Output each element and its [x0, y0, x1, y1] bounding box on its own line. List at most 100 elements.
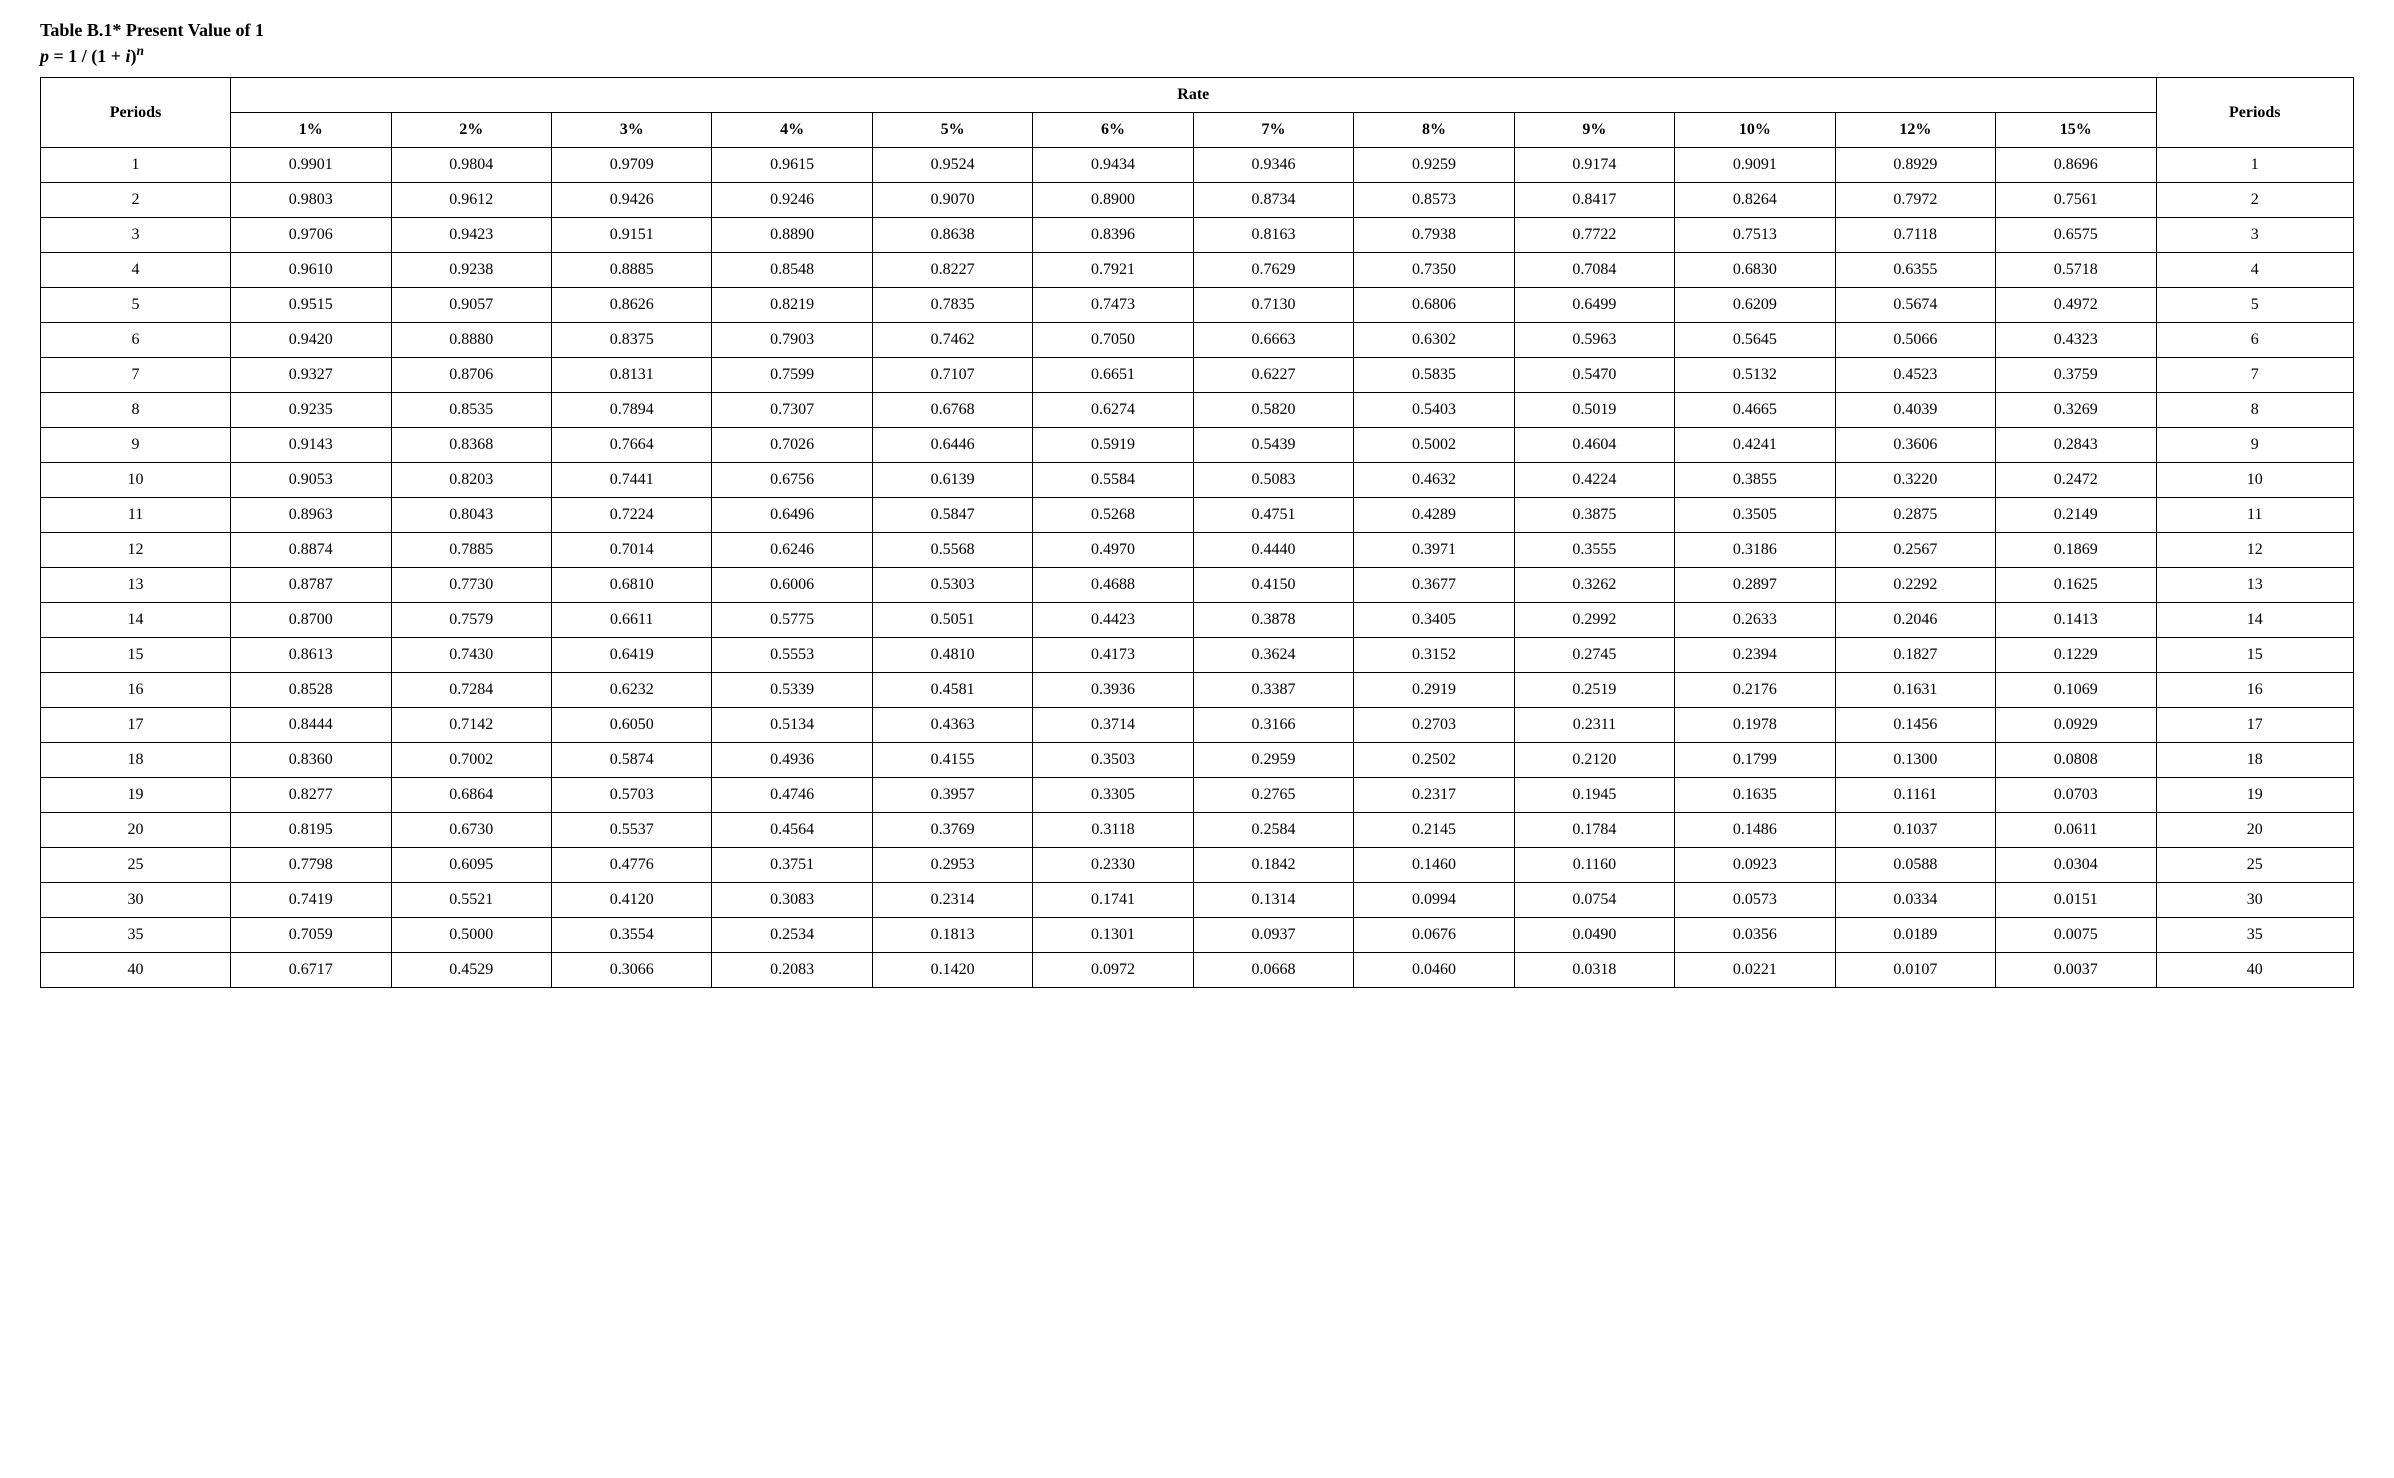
value-cell: 0.5718: [1996, 253, 2156, 288]
value-cell: 0.6663: [1193, 323, 1353, 358]
period-cell: 6: [41, 323, 231, 358]
value-cell: 0.9057: [391, 288, 551, 323]
value-cell: 0.1160: [1514, 848, 1674, 883]
period-cell: 12: [41, 533, 231, 568]
value-cell: 0.2953: [872, 848, 1032, 883]
value-cell: 0.3855: [1675, 463, 1835, 498]
value-cell: 0.3166: [1193, 708, 1353, 743]
value-cell: 0.8264: [1675, 183, 1835, 218]
value-cell: 0.5403: [1354, 393, 1514, 428]
period-cell: 3: [41, 218, 231, 253]
value-cell: 0.7026: [712, 428, 872, 463]
value-cell: 0.1460: [1354, 848, 1514, 883]
value-cell: 0.4363: [872, 708, 1032, 743]
column-header: 5%: [872, 113, 1032, 148]
value-cell: 0.2765: [1193, 778, 1353, 813]
value-cell: 0.8548: [712, 253, 872, 288]
value-cell: 0.6446: [872, 428, 1032, 463]
value-cell: 0.5521: [391, 883, 551, 918]
value-cell: 0.9612: [391, 183, 551, 218]
value-cell: 0.3878: [1193, 603, 1353, 638]
table-row: 60.94200.88800.83750.79030.74620.70500.6…: [41, 323, 2354, 358]
period-cell: 14: [41, 603, 231, 638]
period-cell-right: 7: [2156, 358, 2354, 393]
value-cell: 0.0189: [1835, 918, 1995, 953]
value-cell: 0.9706: [231, 218, 391, 253]
value-cell: 0.2502: [1354, 743, 1514, 778]
value-cell: 0.8900: [1033, 183, 1193, 218]
period-cell-right: 16: [2156, 673, 2354, 708]
value-cell: 0.0356: [1675, 918, 1835, 953]
value-cell: 0.7130: [1193, 288, 1353, 323]
value-cell: 0.1945: [1514, 778, 1674, 813]
column-header: 15%: [1996, 113, 2156, 148]
column-header: 2%: [391, 113, 551, 148]
value-cell: 0.9327: [231, 358, 391, 393]
period-cell-right: 11: [2156, 498, 2354, 533]
value-cell: 0.3677: [1354, 568, 1514, 603]
value-cell: 0.0460: [1354, 953, 1514, 988]
table-row: 120.88740.78850.70140.62460.55680.49700.…: [41, 533, 2354, 568]
period-cell-right: 1: [2156, 148, 2354, 183]
value-cell: 0.1161: [1835, 778, 1995, 813]
value-cell: 0.1300: [1835, 743, 1995, 778]
periods-header-right: Periods: [2156, 78, 2354, 148]
value-cell: 0.7473: [1033, 288, 1193, 323]
value-cell: 0.7579: [391, 603, 551, 638]
value-cell: 0.4155: [872, 743, 1032, 778]
value-cell: 0.1069: [1996, 673, 2156, 708]
period-cell-right: 6: [2156, 323, 2354, 358]
value-cell: 0.1420: [872, 953, 1032, 988]
value-cell: 0.4289: [1354, 498, 1514, 533]
value-cell: 0.3554: [551, 918, 711, 953]
value-cell: 0.1813: [872, 918, 1032, 953]
period-cell: 1: [41, 148, 231, 183]
value-cell: 0.3957: [872, 778, 1032, 813]
value-cell: 0.0151: [1996, 883, 2156, 918]
value-cell: 0.3759: [1996, 358, 2156, 393]
table-row: 150.86130.74300.64190.55530.48100.41730.…: [41, 638, 2354, 673]
value-cell: 0.1869: [1996, 533, 2156, 568]
value-cell: 0.9901: [231, 148, 391, 183]
value-cell: 0.8626: [551, 288, 711, 323]
value-cell: 0.6355: [1835, 253, 1995, 288]
value-cell: 0.8706: [391, 358, 551, 393]
value-cell: 0.6139: [872, 463, 1032, 498]
value-cell: 0.8528: [231, 673, 391, 708]
table-row: 20.98030.96120.94260.92460.90700.89000.8…: [41, 183, 2354, 218]
value-cell: 0.9804: [391, 148, 551, 183]
table-row: 30.97060.94230.91510.88900.86380.83960.8…: [41, 218, 2354, 253]
period-cell-right: 8: [2156, 393, 2354, 428]
value-cell: 0.5568: [872, 533, 1032, 568]
value-cell: 0.9515: [231, 288, 391, 323]
value-cell: 0.2472: [1996, 463, 2156, 498]
value-cell: 0.1842: [1193, 848, 1353, 883]
value-cell: 0.4751: [1193, 498, 1353, 533]
value-cell: 0.4688: [1033, 568, 1193, 603]
value-cell: 0.6246: [712, 533, 872, 568]
value-cell: 0.5537: [551, 813, 711, 848]
table-row: 160.85280.72840.62320.53390.45810.39360.…: [41, 673, 2354, 708]
value-cell: 0.4173: [1033, 638, 1193, 673]
value-cell: 0.1625: [1996, 568, 2156, 603]
column-header: 12%: [1835, 113, 1995, 148]
value-cell: 0.0573: [1675, 883, 1835, 918]
table-row: 140.87000.75790.66110.57750.50510.44230.…: [41, 603, 2354, 638]
value-cell: 0.2633: [1675, 603, 1835, 638]
value-cell: 0.8885: [551, 253, 711, 288]
value-cell: 0.8396: [1033, 218, 1193, 253]
value-cell: 0.5019: [1514, 393, 1674, 428]
periods-header-left: Periods: [41, 78, 231, 148]
period-cell-right: 19: [2156, 778, 2354, 813]
value-cell: 0.1301: [1033, 918, 1193, 953]
value-cell: 0.5268: [1033, 498, 1193, 533]
value-cell: 0.5674: [1835, 288, 1995, 323]
value-cell: 0.7462: [872, 323, 1032, 358]
value-cell: 0.6419: [551, 638, 711, 673]
value-cell: 0.2584: [1193, 813, 1353, 848]
period-cell: 25: [41, 848, 231, 883]
period-cell: 16: [41, 673, 231, 708]
period-cell-right: 20: [2156, 813, 2354, 848]
value-cell: 0.8890: [712, 218, 872, 253]
value-cell: 0.0318: [1514, 953, 1674, 988]
